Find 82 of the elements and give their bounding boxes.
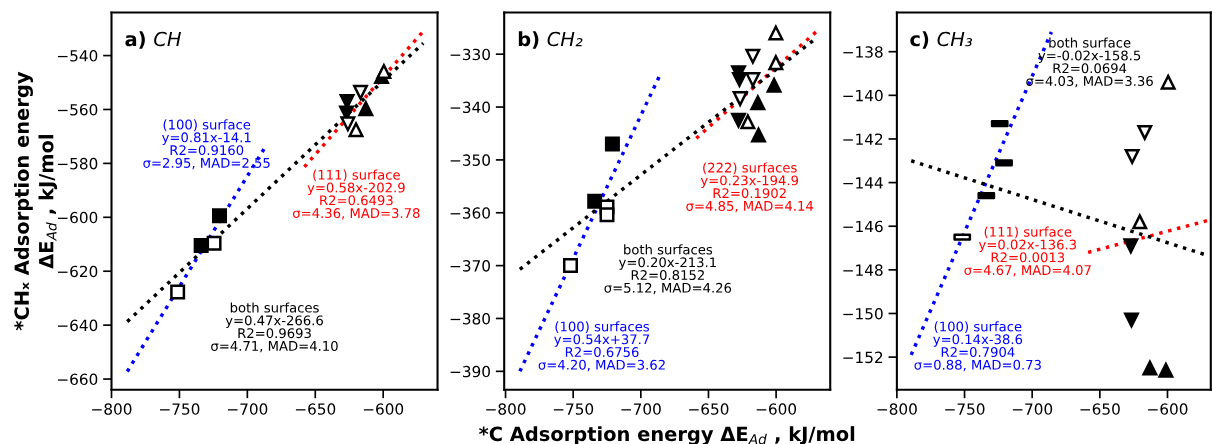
y-tick-label: −370: [450, 260, 490, 272]
x-tick-label: −650: [689, 403, 729, 415]
series-label: (111) surface y=0.58x-202.9 R2=0.6493 σ=4.36, MAD=3.78: [292, 169, 420, 220]
text: b) CH₂: [518, 31, 583, 49]
y-tick-label: −146: [843, 220, 883, 233]
text: a) CH: [125, 31, 181, 49]
y-tick-label: −600: [57, 211, 98, 224]
y-tick-label: −560: [57, 103, 98, 116]
series-label: (100) surface y=0.81x-14.1 R2=0.9160 σ=2.95, MAD=2.55: [143, 119, 270, 170]
x-tick-label: −650: [295, 403, 336, 415]
series-label: (100) surface y=0.14x-38.6 R2=0.7904 σ=0.88, MAD=0.73: [914, 321, 1041, 372]
point: [170, 284, 186, 300]
point: [766, 77, 782, 93]
x-tick-label: −700: [621, 403, 661, 415]
y-tick-label: −148: [843, 264, 883, 276]
point: [731, 112, 746, 128]
point: [348, 122, 364, 138]
point: [1137, 124, 1153, 140]
point: [751, 127, 767, 143]
y-tick-label: −144: [843, 177, 883, 189]
x-tick-label: −600: [756, 403, 797, 415]
y-tick-label: −540: [57, 50, 98, 62]
point: [731, 72, 747, 88]
point: [599, 207, 615, 223]
series-label: (100) surfaces y=0.54x+37.7 R2=0.6756 σ=4.20, MAD=3.62: [538, 321, 665, 372]
x-tick-label: −800: [92, 403, 132, 415]
y-tick-label: −660: [57, 373, 98, 386]
point: [1124, 148, 1140, 164]
y-tick-label: −340: [450, 101, 490, 114]
x-tick-label: −800: [486, 403, 526, 415]
y-tick-label: −640: [57, 319, 98, 332]
x-tick-label: −750: [553, 403, 594, 415]
x-tick-label: −600: [1148, 403, 1188, 415]
point: [340, 116, 356, 132]
y-tick-label: −152: [843, 351, 883, 364]
point: [562, 258, 578, 274]
y-tick-label: −350: [450, 154, 490, 166]
point: [732, 91, 748, 107]
point: [768, 55, 784, 71]
point: [587, 193, 603, 209]
y-tick-label: −580: [57, 157, 98, 170]
point: [212, 208, 227, 224]
point: [1123, 238, 1139, 254]
point: [193, 238, 209, 254]
y-tick-label: −330: [450, 48, 490, 61]
x-tick-label: −700: [1012, 403, 1053, 415]
point: [745, 48, 761, 64]
y-tick-label: −390: [450, 365, 490, 378]
series-label: (222) surfaces y=0.23x-194.9 R2=0.1902 σ=4.85, MAD=4.14: [686, 162, 814, 213]
x-tick-label: −750: [160, 403, 200, 415]
x-tick-label: −800: [877, 403, 917, 415]
text: both surfaces y=0.47x-266.6 R2=0.9693 σ=4.71, MAD=4.10: [211, 302, 338, 353]
point: [358, 101, 374, 117]
point: [740, 114, 756, 130]
y-axis-title: *CHₓ Adsorption energy ΔE$_{Ad}$ , kJ/mol: [13, 71, 58, 331]
point: [1158, 362, 1174, 378]
point: [1132, 214, 1148, 230]
point: [768, 25, 784, 41]
y-tick-label: −150: [843, 307, 883, 320]
point: [353, 84, 369, 100]
y-tick-label: −360: [450, 207, 490, 219]
point: [1160, 74, 1176, 90]
text: c) CH₃: [910, 31, 973, 49]
text: both surface y=-0.02x-158.5 R2=0.0694 σ=4.03, MAD=3.36: [1026, 37, 1153, 88]
point: [750, 95, 766, 111]
x-tick-label: −650: [1080, 403, 1120, 415]
y-tick-label: −142: [843, 133, 883, 145]
point: [1142, 360, 1158, 376]
point: [1124, 312, 1139, 328]
point: [604, 136, 620, 152]
point: [206, 235, 222, 251]
y-tick-label: −140: [843, 89, 883, 102]
text: both surfaces y=0.20x-213.1 R2=0.8152 σ=5.12, MAD=4.26: [604, 244, 732, 295]
y-tick-label: −138: [843, 46, 883, 58]
x-tick-label: −600: [363, 403, 404, 415]
y-tick-label: −380: [450, 312, 490, 325]
series-label: (111) surface y=0.02x-136.3 R2=0.0013 σ=4.67, MAD=4.07: [964, 226, 1091, 277]
x-tick-label: −750: [945, 403, 985, 415]
point: [376, 63, 392, 79]
point: [745, 72, 761, 88]
y-tick-label: −620: [57, 265, 98, 278]
x-tick-label: −700: [227, 403, 268, 415]
